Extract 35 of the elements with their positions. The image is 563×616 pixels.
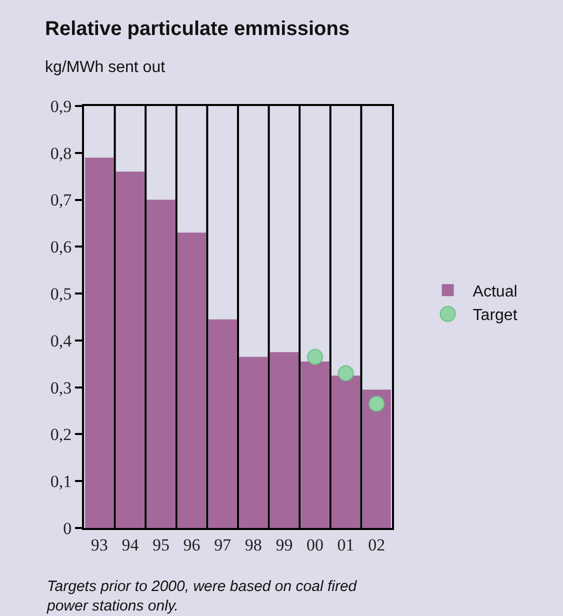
y-tick-label: 0 bbox=[63, 518, 72, 538]
x-tick-label: 02 bbox=[368, 535, 386, 554]
bar bbox=[177, 232, 206, 528]
text: Targets prior to 2000, were based on coal fired power stations only. bbox=[46, 578, 358, 614]
y-tick-label: 0,9 bbox=[50, 96, 72, 116]
y-tick-label: 0,4 bbox=[50, 331, 72, 350]
bar bbox=[331, 376, 360, 528]
legend-label: Target bbox=[472, 307, 518, 324]
x-tick-label: 98 bbox=[244, 535, 262, 554]
legend-label: Actual bbox=[472, 283, 518, 300]
bar bbox=[270, 352, 299, 528]
y-tick-label: 0,5 bbox=[50, 284, 72, 304]
bar bbox=[362, 390, 391, 528]
bar bbox=[239, 356, 268, 528]
chart-title: Relative particulate emmissions bbox=[45, 18, 350, 40]
y-tick-label: 0,8 bbox=[50, 144, 72, 163]
bar bbox=[146, 200, 176, 528]
x-tick-label: 01 bbox=[337, 535, 354, 554]
y-tick-label: 0,2 bbox=[50, 425, 72, 444]
bar bbox=[300, 362, 330, 528]
x-tick-label: 96 bbox=[183, 535, 200, 554]
y-tick-label: 0,1 bbox=[50, 472, 72, 492]
x-tick-label: 99 bbox=[276, 535, 293, 554]
x-tick-label: 00 bbox=[306, 535, 324, 554]
x-tick-label: 93 bbox=[90, 535, 108, 554]
y-tick-label: 0,7 bbox=[50, 190, 72, 210]
y-tick-label: 0,3 bbox=[50, 378, 72, 398]
x-tick-label: 97 bbox=[214, 535, 232, 554]
x-tick-label: 94 bbox=[122, 535, 140, 554]
bar bbox=[116, 172, 145, 528]
bar bbox=[85, 158, 114, 528]
y-axis-title: kg/MWh sent out bbox=[45, 59, 166, 76]
bar bbox=[208, 319, 237, 528]
x-tick-label: 95 bbox=[152, 535, 170, 554]
y-tick-label: 0,6 bbox=[50, 238, 72, 257]
